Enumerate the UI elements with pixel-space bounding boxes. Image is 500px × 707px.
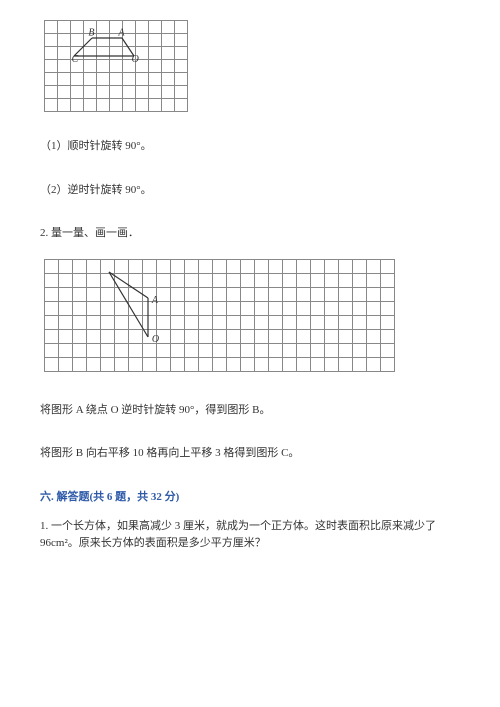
svg-text:A: A [151,295,159,306]
q2-title: 2. 量一量、画一画． [40,225,460,243]
svg-text:B: B [88,28,94,39]
figure-2-container: AO [44,259,460,372]
problem-1: 1. 一个长方体，如果高减少 3 厘米，就成为一个正方体。这时表面积比原来减少了… [40,518,460,553]
section-6-title: 六. 解答题(共 6 题，共 32 分) [40,489,460,507]
figure-1-overlay: B A C O [44,20,176,104]
svg-text:A: A [117,28,125,39]
q2-step1: 将图形 A 绕点 O 逆时针旋转 90°，得到图形 B。 [40,402,460,420]
figure-1-container: B A C O [44,20,460,112]
figure-2-overlay: AO [44,259,369,363]
q2-step2: 将图形 B 向右平移 10 格再向上平移 3 格得到图形 C。 [40,445,460,463]
svg-text:C: C [72,54,79,65]
svg-text:O: O [152,334,159,345]
svg-text:O: O [132,54,139,65]
q1-sub1: （1）顺时针旋转 90°。 [40,138,460,156]
q1-sub2: （2）逆时针旋转 90°。 [40,182,460,200]
